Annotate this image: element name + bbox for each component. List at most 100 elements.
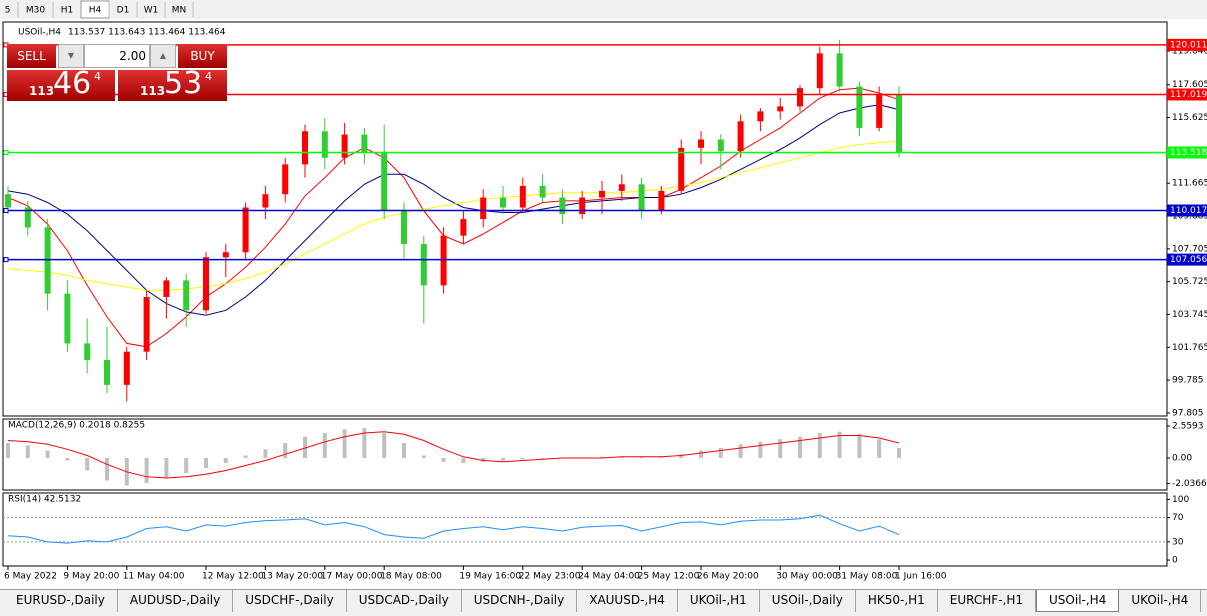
candle-body — [599, 190, 605, 198]
candle-body — [757, 111, 764, 122]
macd-bar — [243, 455, 248, 458]
macd-bar — [699, 450, 703, 458]
level-label-bg — [1167, 204, 1207, 217]
x-tick-label: 13 May 20:00 — [261, 572, 323, 582]
lot-up[interactable]: ▲ — [150, 44, 176, 68]
symbol-tab[interactable]: HK50-,H1 — [856, 590, 938, 612]
buy-prefix: 113 — [140, 84, 166, 98]
symbol-tab[interactable]: XAUUSD-,H4 — [577, 590, 678, 612]
lot-down[interactable]: ▼ — [58, 44, 84, 68]
macd-bar — [481, 458, 486, 462]
candle-body — [717, 139, 724, 152]
sell-button[interactable]: SELL — [7, 44, 56, 68]
candle-body — [242, 207, 249, 253]
symbol-tab[interactable]: USOil-,Daily — [760, 590, 856, 612]
x-tick-label: 19 May 16:00 — [459, 572, 521, 582]
macd-bar — [204, 458, 208, 468]
macd-bar — [263, 449, 268, 458]
candle-body — [539, 185, 546, 198]
candle-body — [678, 147, 685, 191]
buy-big: 53 — [164, 66, 203, 101]
macd-bar — [817, 433, 822, 458]
level-handle — [3, 257, 9, 263]
timeframe-button[interactable]: W1 — [144, 6, 159, 16]
candle-body — [401, 210, 407, 244]
quote: 113.537 113.643 113.464 113.464 — [68, 28, 226, 38]
macd-bar — [718, 448, 723, 458]
signal-line — [7, 431, 900, 479]
lot-input[interactable]: 2.00 — [84, 44, 150, 68]
candle-body — [638, 184, 645, 211]
macd-bar — [421, 455, 426, 458]
timeframe-button[interactable]: H1 — [61, 6, 74, 16]
symbol-tab[interactable]: EURUSD-,Daily — [4, 590, 118, 612]
y-tick-label: 101.765 — [1172, 343, 1207, 353]
macd-bar — [639, 456, 644, 458]
y-tick-label: 119.640 — [1172, 47, 1207, 57]
sell-price[interactable]: 113 46 4 — [7, 66, 115, 101]
macd-bar — [85, 458, 90, 471]
candle-body — [183, 280, 190, 311]
sell-big: 46 — [53, 66, 92, 101]
macd-bar — [65, 458, 70, 461]
y-tick-label: 115.625 — [1172, 113, 1207, 123]
buy-price[interactable]: 113 53 4 — [118, 66, 227, 101]
timeframe-button[interactable]: MN — [172, 6, 187, 16]
level-label: 120.011 — [1170, 40, 1207, 50]
level-handle — [3, 208, 9, 214]
timeframe-button[interactable]: H4 — [89, 6, 102, 16]
candle-body — [816, 53, 823, 89]
level-label-bg — [1167, 38, 1207, 51]
symbol-tab[interactable]: UKOil-,H4 — [1119, 590, 1202, 612]
buy-sup: 4 — [205, 70, 212, 83]
symbol-tab[interactable]: UKOil-,H1 — [678, 590, 760, 612]
level-handle — [3, 149, 9, 155]
symbol-tab[interactable]: EURCHF-,H1 — [938, 590, 1037, 612]
symbol-tab[interactable]: USDCNH-,Daily — [462, 590, 578, 612]
y-tick-label: 97.805 — [1172, 408, 1204, 418]
macd-bar — [303, 436, 307, 458]
x-tick-label: 22 May 23:00 — [519, 572, 581, 582]
macd-bar — [501, 458, 505, 461]
candle-body — [420, 243, 427, 286]
candle-body — [856, 86, 863, 128]
moving-average — [7, 140, 900, 291]
timeframe-button[interactable]: M30 — [26, 6, 45, 16]
candle-body — [381, 152, 388, 211]
symbol-tab[interactable]: USDCAD-,Daily — [347, 590, 462, 612]
macd-bar — [738, 444, 743, 458]
symbol-tab[interactable]: AUDUSD-,Daily — [118, 590, 234, 612]
macd-bar — [877, 439, 882, 458]
symbol-tab[interactable]: USDCHF-,Daily — [233, 590, 347, 612]
toolbar — [0, 0, 1207, 19]
x-tick-label: 24 May 04:00 — [578, 572, 640, 582]
rsi-line — [7, 514, 900, 544]
y-tick-label: 99.785 — [1172, 376, 1204, 386]
candle-body — [64, 293, 71, 344]
y-tick-label: 0 — [1172, 556, 1178, 566]
macd-bar — [659, 456, 664, 458]
macd-bar — [105, 458, 109, 481]
symbol-tab[interactable]: USOil-,H4 — [1036, 590, 1120, 612]
macd-bar — [798, 436, 802, 458]
buy-button[interactable]: BUY — [178, 44, 227, 68]
candle-body — [361, 134, 368, 153]
candle-body — [698, 139, 704, 148]
x-tick-label: 9 May 20:00 — [63, 572, 119, 582]
candle-body — [737, 121, 744, 152]
macd-bar — [382, 433, 387, 458]
y-tick-label: 30 — [1172, 537, 1184, 547]
candle-body — [222, 252, 229, 258]
macd-bar — [164, 458, 169, 478]
moving-average — [7, 104, 900, 316]
y-tick-label: 70 — [1172, 513, 1184, 523]
candle-body — [262, 194, 269, 208]
timeframe-button[interactable]: D1 — [117, 6, 130, 16]
candle-body — [579, 197, 586, 215]
x-tick-label: 31 May 08:00 — [836, 572, 898, 582]
candle-body — [104, 359, 110, 385]
y-tick-label: 109.685 — [1172, 212, 1207, 222]
macd-bar — [322, 433, 327, 458]
timeframe-button[interactable]: 5 — [5, 6, 11, 16]
candle-body — [896, 94, 902, 153]
